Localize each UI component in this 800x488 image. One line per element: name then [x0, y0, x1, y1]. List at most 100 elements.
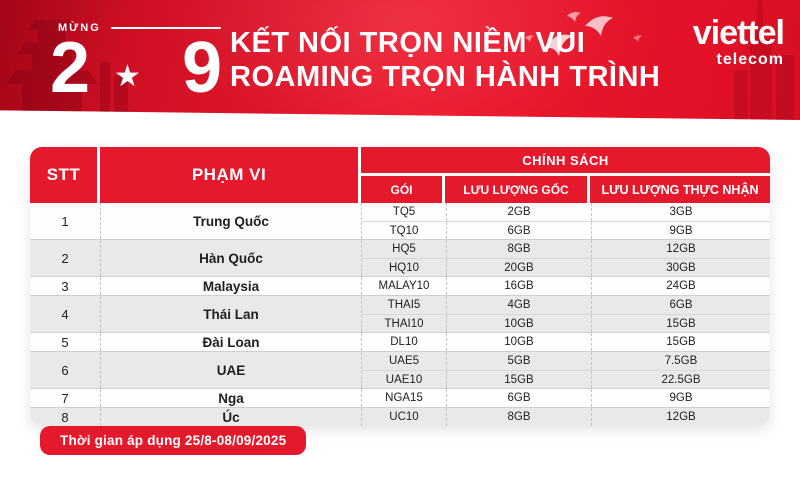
pack-row: THAI10 10GB 15GB — [362, 314, 770, 332]
country-name: Úc — [100, 408, 361, 426]
pack-list: TQ5 2GB 3GB TQ10 6GB 9GB — [361, 203, 770, 239]
col-header-chinh-sach: CHÍNH SÁCH — [361, 147, 770, 173]
pack-base-data: 2GB — [446, 203, 591, 221]
pack-list: UC10 8GB 12GB — [361, 408, 770, 426]
promo-banner: MỪNG 2 ★ 9 KẾT NỐI TRỌN NIỀM VUI ROAMING… — [0, 0, 800, 120]
row-index: 5 — [61, 334, 69, 350]
validity-badge: Thời gian áp dụng 25/8-08/09/2025 — [40, 426, 307, 455]
pack-code: MALAY10 — [378, 280, 430, 292]
table-row: 6 UAE UAE5 5GB 7.5GB UAE10 15GB 22.5GB — [30, 351, 770, 388]
table-row: 1 Trung Quốc TQ5 2GB 3GB TQ10 6GB 9GB — [30, 203, 770, 239]
pack-list: DL10 10GB 15GB — [361, 333, 770, 351]
pack-bonus-data: 9GB — [591, 389, 770, 407]
pack-base-data: 16GB — [446, 277, 591, 295]
pack-bonus-data: 30GB — [591, 259, 770, 276]
table-row: 5 Đài Loan DL10 10GB 15GB — [30, 332, 770, 351]
headline: KẾT NỐI TRỌN NIỀM VUI ROAMING TRỌN HÀNH … — [230, 26, 660, 94]
pack-code: THAI5 — [387, 299, 421, 311]
country-name: Nga — [100, 389, 361, 407]
row-index: 1 — [61, 213, 69, 229]
pack-base-data: 10GB — [446, 315, 591, 332]
headline-line2: ROAMING TRỌN HÀNH TRÌNH — [230, 61, 661, 93]
pack-list: UAE5 5GB 7.5GB UAE10 15GB 22.5GB — [361, 352, 770, 388]
country-name: Thái Lan — [100, 296, 361, 332]
pack-bonus-data: 9GB — [591, 222, 770, 239]
pack-base-data: 4GB — [446, 296, 591, 314]
table-row: 3 Malaysia MALAY10 16GB 24GB — [30, 276, 770, 295]
pack-bonus-data: 3GB — [591, 203, 770, 221]
mung-label: MỪNG — [58, 22, 101, 34]
pack-list: HQ5 8GB 12GB HQ10 20GB 30GB — [361, 240, 770, 276]
row-index: 2 — [61, 250, 69, 266]
table-header: STT PHẠM VI CHÍNH SÁCH GÓI LƯU LƯỢNG GỐC… — [30, 147, 770, 203]
digit-9: 9 — [181, 28, 222, 108]
brand-logo: viettel telecom — [692, 14, 785, 69]
row-index: 7 — [61, 390, 69, 406]
table-row: 7 Nga NGA15 6GB 9GB — [30, 388, 770, 407]
pack-row: UAE5 5GB 7.5GB — [362, 352, 770, 370]
pack-bonus-data: 24GB — [591, 277, 770, 295]
table-body: 1 Trung Quốc TQ5 2GB 3GB TQ10 6GB 9GB 2 … — [30, 203, 770, 426]
pack-list: MALAY10 16GB 24GB — [361, 277, 770, 295]
col-header-stt: STT — [30, 147, 97, 203]
col-header-luu-luong-thuc-nhan: LƯU LƯỢNG THỰC NHẬN — [590, 176, 770, 203]
col-header-luu-luong-goc: LƯU LƯỢNG GỐC — [445, 176, 587, 203]
pack-list: NGA15 6GB 9GB — [361, 389, 770, 407]
row-index: 8 — [61, 409, 69, 425]
pack-row: UAE10 15GB 22.5GB — [362, 370, 770, 388]
pack-row: UC10 8GB 12GB — [362, 408, 770, 426]
pack-bonus-data: 12GB — [591, 240, 770, 258]
pack-row: MALAY10 16GB 24GB — [362, 277, 770, 295]
pack-base-data: 8GB — [446, 408, 591, 426]
pack-row: TQ5 2GB 3GB — [362, 203, 770, 221]
pack-list: THAI5 4GB 6GB THAI10 10GB 15GB — [361, 296, 770, 332]
country-name: Đài Loan — [100, 333, 361, 351]
table-row: 8 Úc UC10 8GB 12GB — [30, 407, 770, 426]
pack-code: UC10 — [389, 411, 419, 423]
pack-code: HQ5 — [392, 243, 416, 255]
pack-row: HQ5 8GB 12GB — [362, 240, 770, 258]
pack-code: NGA15 — [385, 392, 423, 404]
pack-row: TQ10 6GB 9GB — [362, 221, 770, 239]
pack-base-data: 15GB — [446, 371, 591, 388]
pack-code: TQ10 — [389, 224, 419, 237]
pack-code: UAE10 — [385, 373, 423, 386]
pack-code: TQ5 — [392, 206, 416, 218]
pack-base-data: 6GB — [446, 222, 591, 239]
col-header-pham-vi: PHẠM VI — [100, 147, 358, 203]
pack-code: UAE5 — [388, 355, 420, 367]
row-index: 3 — [61, 278, 69, 294]
roaming-policy-table: STT PHẠM VI CHÍNH SÁCH GÓI LƯU LƯỢNG GỐC… — [30, 147, 770, 426]
policy-subheaders: GÓI LƯU LƯỢNG GỐC LƯU LƯỢNG THỰC NHẬN — [361, 176, 770, 203]
pack-code: THAI10 — [384, 317, 424, 330]
pack-base-data: 5GB — [446, 352, 591, 370]
pack-bonus-data: 6GB — [591, 296, 770, 314]
country-name: Trung Quốc — [100, 203, 361, 239]
date-2-9: 2 ★ 9 — [50, 28, 222, 112]
star-icon: ★ — [114, 60, 141, 93]
table-row: 4 Thái Lan THAI5 4GB 6GB THAI10 10GB 15G… — [30, 295, 770, 332]
country-name: UAE — [100, 352, 361, 388]
pack-bonus-data: 7.5GB — [591, 352, 770, 370]
pack-row: THAI5 4GB 6GB — [362, 296, 770, 314]
col-header-goi: GÓI — [361, 176, 442, 203]
pack-base-data: 6GB — [446, 389, 591, 407]
pack-code: HQ10 — [388, 261, 420, 274]
digit-2: 2 — [50, 28, 90, 108]
headline-line1: KẾT NỐI TRỌN NIỀM VUI — [230, 27, 586, 59]
pack-row: DL10 10GB 15GB — [362, 333, 770, 351]
country-name: Hàn Quốc — [100, 240, 361, 276]
pack-bonus-data: 22.5GB — [591, 371, 770, 388]
row-index: 6 — [61, 362, 69, 378]
pack-row: HQ10 20GB 30GB — [362, 258, 770, 276]
brand-viettel: viettel — [692, 14, 785, 52]
pack-bonus-data: 12GB — [591, 408, 770, 426]
mung-underline — [110, 27, 221, 29]
pack-row: NGA15 6GB 9GB — [362, 389, 770, 407]
policy-header-group: CHÍNH SÁCH GÓI LƯU LƯỢNG GỐC LƯU LƯỢNG T… — [361, 147, 770, 203]
brand-telecom: telecom — [716, 51, 784, 68]
table-row: 2 Hàn Quốc HQ5 8GB 12GB HQ10 20GB 30GB — [30, 239, 770, 276]
pack-base-data: 20GB — [446, 259, 591, 276]
pack-code: DL10 — [390, 336, 418, 348]
pack-bonus-data: 15GB — [591, 333, 770, 351]
